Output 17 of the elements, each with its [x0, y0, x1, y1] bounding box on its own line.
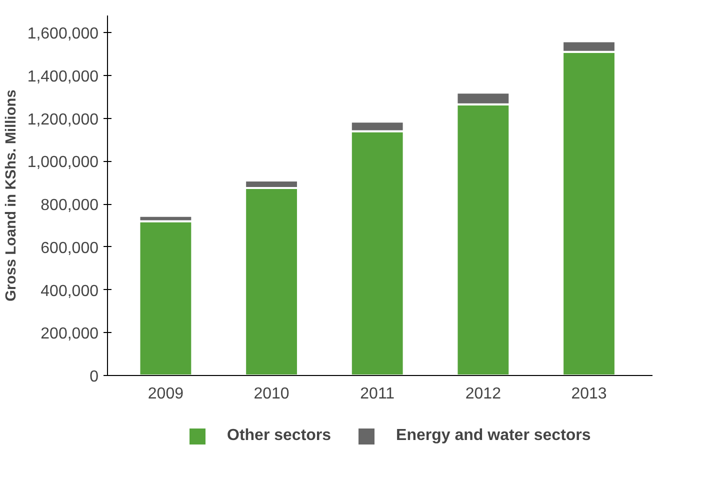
y-tick-label: 200,000: [40, 326, 99, 343]
y-tick-label: 1,000,000: [27, 154, 99, 172]
y-axis-title: Gross Loand in KShs. Millions: [3, 90, 20, 302]
x-tick-label: 2011: [360, 386, 395, 402]
y-tick-label: 400,000: [40, 282, 99, 300]
x-tick-label: 2010: [254, 386, 290, 402]
legend-label: Other sectors: [227, 427, 332, 445]
y-tick-label: 800,000: [40, 197, 99, 214]
y-tick-label: 1,200,000: [27, 111, 99, 128]
y-tick-label: 0: [90, 368, 99, 386]
x-tick-label: 2009: [148, 386, 184, 402]
y-tick-label: 1,400,000: [27, 68, 99, 86]
x-tick-label: 2013: [571, 386, 607, 402]
y-tick-label: 600,000: [40, 240, 99, 257]
legend-label: Energy and water sectors: [396, 427, 591, 445]
x-tick-label: 2012: [465, 386, 502, 402]
y-tick-label: 1,600,000: [27, 26, 99, 43]
